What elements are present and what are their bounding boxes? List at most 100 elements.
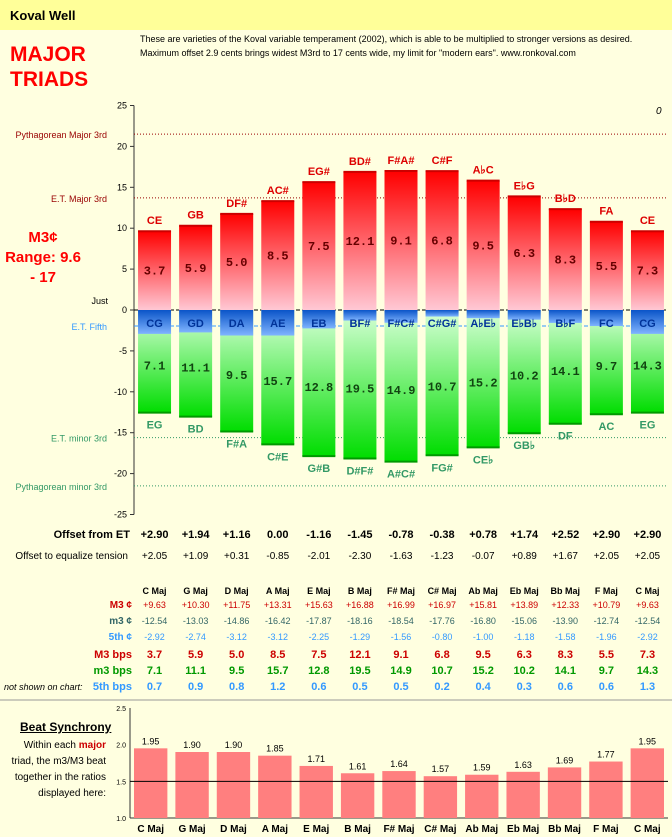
table-cell: -18.54 (388, 616, 414, 626)
beat-bar (299, 765, 333, 818)
table-cell: -18.16 (347, 616, 373, 626)
minor-third-bps-label: 10.7 (428, 381, 457, 395)
table-header: A Maj (266, 586, 290, 596)
offset-value: +2.05 (142, 551, 168, 562)
fifth-label: BF# (350, 318, 371, 330)
major-third-label: C#F (432, 155, 453, 167)
fifth-bar (179, 310, 213, 333)
beat-category-label: Bb Maj (548, 824, 581, 835)
table-cell: 9.5 (229, 665, 244, 677)
table-cell: -14.86 (224, 616, 250, 626)
m3-major-bar (384, 171, 418, 310)
fifth-label: E♭B♭ (511, 318, 537, 330)
table-row-label: m3 bps (93, 665, 132, 677)
minor-third-label: FG# (431, 462, 452, 474)
fifth-label: CG (146, 318, 163, 330)
beat-category-label: G Maj (178, 824, 205, 835)
table-cell: -16.42 (265, 616, 291, 626)
reference-label: Pythagorean Major 3rd (15, 130, 107, 140)
minor-third-bps-label: 12.8 (304, 381, 333, 395)
major-third-label: E♭G (514, 180, 535, 192)
table-cell: 14.9 (390, 665, 411, 677)
table-cell: 0.3 (517, 681, 532, 693)
table-cell: -13.90 (553, 616, 579, 626)
intro-text: These are varieties of the Koval variabl… (140, 34, 633, 58)
offset-value: -2.01 (307, 551, 330, 562)
title-bar (0, 0, 672, 30)
beat-desc-major: major (78, 740, 106, 751)
reference-label: E.T. Fifth (71, 322, 107, 332)
m3-major-bps-label: 5.0 (226, 256, 248, 270)
table-cell: -2.74 (185, 632, 206, 642)
table-header: C Maj (143, 586, 167, 596)
fifth-label: FC (599, 318, 614, 330)
minor-third-bps-label: 10.2 (510, 370, 539, 384)
table-cell: +9.63 (636, 600, 659, 610)
table-cell: 9.7 (599, 665, 614, 677)
fifth-bar (589, 310, 623, 327)
beat-category-label: Ab Maj (465, 824, 498, 835)
m3-major-bar (548, 209, 582, 310)
m3-major-bps-label: 5.9 (185, 262, 207, 276)
major-third-label: CE (147, 215, 162, 227)
beat-y-tick-label: 2.0 (116, 743, 126, 750)
offset-row-label: Offset from ET (54, 529, 131, 541)
beat-value-label: 1.77 (597, 750, 615, 760)
offset-value: -0.85 (266, 551, 289, 562)
beat-bar (630, 748, 664, 818)
table-cell: -1.29 (350, 632, 371, 642)
m3-major-bps-label: 6.3 (513, 247, 535, 261)
fifth-bar (343, 310, 377, 321)
table-cell: 6.3 (517, 649, 532, 661)
minor-third-label: EG (147, 420, 163, 432)
beat-value-label: 1.90 (183, 740, 201, 750)
table-cell: 0.5 (352, 681, 367, 693)
m3-major-bps-label: 6.8 (431, 235, 453, 249)
beat-bar (175, 752, 209, 818)
table-header: C# Maj (428, 586, 457, 596)
beat-value-label: 1.85 (266, 744, 284, 754)
table-cell: +15.81 (469, 600, 497, 610)
table-cell: 5.9 (188, 649, 203, 661)
offset-value: -1.16 (306, 529, 331, 541)
table-cell: -3.12 (226, 632, 247, 642)
offset-value: +1.09 (183, 551, 209, 562)
reference-label: E.T. Major 3rd (51, 194, 107, 204)
beat-synchrony-description: Within each major triad, the m3/M3 beat … (2, 738, 107, 802)
table-cell: -1.58 (555, 632, 576, 642)
minor-third-label: CE♭ (473, 454, 493, 466)
table-cell: 12.1 (349, 649, 370, 661)
y-tick-label: 5 (122, 264, 127, 274)
m3-major-bps-label: 5.5 (596, 260, 618, 274)
table-cell: +10.30 (182, 600, 210, 610)
table-cell: 9.1 (393, 649, 408, 661)
table-row-label: m3 ¢ (109, 616, 132, 627)
page-title-line2: TRIADS (10, 68, 89, 91)
minor-third-bps-label: 15.7 (263, 375, 292, 389)
table-row-label: 5th bps (93, 681, 132, 693)
offset-value: +2.05 (635, 551, 661, 562)
table-header: B Maj (348, 586, 372, 596)
m3-major-bps-label: 9.1 (390, 235, 412, 249)
table-cell: +16.97 (428, 600, 456, 610)
major-third-label: EG# (308, 166, 330, 178)
table-cell: 14.1 (555, 665, 576, 677)
beat-bar (465, 774, 499, 818)
table-cell: -12.54 (635, 616, 661, 626)
table-cell: +12.33 (551, 600, 579, 610)
minor-third-label: F#A (226, 439, 247, 451)
table-cell: 0.9 (188, 681, 203, 693)
table-cell: 0.8 (229, 681, 244, 693)
fifth-label: B♭F (555, 318, 575, 330)
fifth-bar (220, 310, 254, 336)
beat-bar (506, 771, 540, 818)
page-title: MAJOR TRIADS (10, 42, 88, 92)
offset-value: -1.23 (431, 551, 454, 562)
table-header: F Maj (595, 586, 618, 596)
table-cell: 1.3 (640, 681, 655, 693)
table-cell: +13.89 (510, 600, 538, 610)
table-cell: 7.1 (147, 665, 162, 677)
table-cell: +16.99 (387, 600, 415, 610)
offset-value: +2.90 (592, 529, 620, 541)
beat-desc-before: Within each (23, 740, 79, 751)
